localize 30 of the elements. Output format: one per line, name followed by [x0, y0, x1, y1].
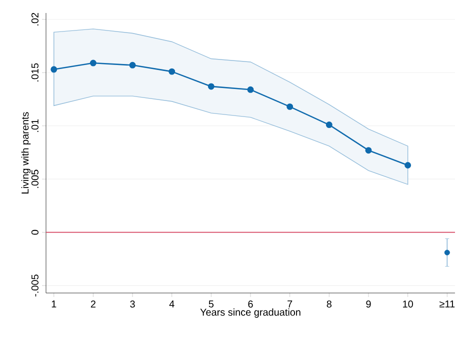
point [168, 68, 176, 75]
x-tick-label: 10 [403, 300, 413, 308]
point [404, 162, 412, 168]
y-tick-label: .01 [31, 119, 38, 132]
x-tick-label: 5 [208, 300, 214, 308]
point [129, 62, 136, 68]
x-tick-label: 7 [288, 300, 292, 308]
point [50, 66, 58, 73]
x-tick-label: 1 [52, 300, 56, 308]
x-tick-label: 3 [130, 300, 135, 308]
y-axis-title: Living with parents [21, 112, 31, 194]
y-tick-label: .005 [31, 170, 38, 188]
y-tick-label: 0 [31, 230, 38, 235]
x-tick-label: 9 [366, 300, 371, 308]
x-tick-label: 8 [326, 300, 332, 308]
point [444, 250, 450, 256]
point [90, 60, 96, 66]
point [365, 147, 372, 154]
x-tick-label: 2 [90, 300, 96, 308]
y-tick-label: .02 [31, 12, 38, 26]
x-tick-label: 6 [248, 300, 253, 308]
x-tick-label: ≥11 [440, 300, 455, 308]
y-tick-label: -.005 [31, 274, 38, 296]
y-tick-label: .015 [31, 63, 38, 82]
point [247, 86, 254, 93]
point [286, 103, 294, 110]
x-tick-label: 4 [169, 300, 174, 308]
x-axis-title: Years since graduation [200, 308, 300, 318]
point [326, 122, 332, 128]
point [208, 83, 214, 90]
